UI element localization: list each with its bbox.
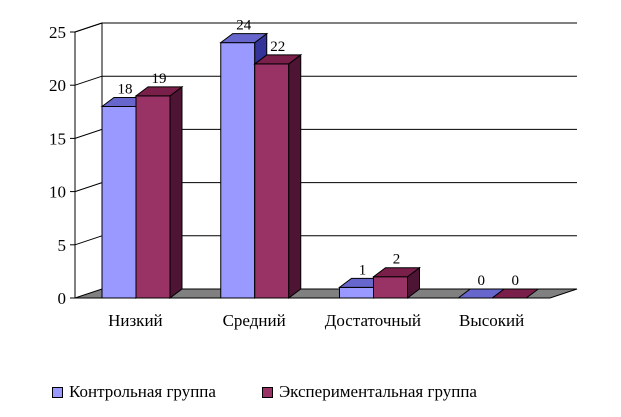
legend-swatch-experimental [261, 386, 273, 398]
bar-front [373, 276, 408, 299]
data-labels: 18 19 24 22 1 2 0 0 [118, 18, 520, 289]
x-tick-label: Достаточный [325, 311, 421, 330]
x-tick-label: Высокий [459, 311, 524, 330]
legend-item-experimental: Экспериментальная группа [261, 382, 477, 402]
data-label: 18 [118, 81, 133, 97]
bars [100, 32, 540, 299]
gridline-side [74, 182, 103, 193]
bar-front [254, 63, 290, 299]
data-label: 1 [359, 262, 367, 278]
x-tick-labels: Низкий Средний Достаточный Высокий [108, 311, 524, 330]
bar-front [101, 105, 137, 299]
bar-side [169, 85, 183, 299]
bar-top [219, 33, 269, 44]
y-tick-label: 20 [49, 76, 66, 95]
bar-front [339, 286, 374, 299]
data-label: 19 [152, 71, 167, 87]
bar-top [490, 288, 540, 299]
data-label: 0 [478, 273, 486, 289]
y-tick-label: 5 [58, 236, 67, 255]
x-tick-label: Низкий [108, 311, 163, 330]
y-tick-label: 0 [58, 289, 67, 308]
data-label: 22 [270, 39, 285, 55]
data-label: 24 [236, 18, 252, 34]
gridline-side [74, 75, 103, 86]
y-tick-label: 15 [49, 129, 66, 148]
gridline-side [74, 22, 103, 33]
bar-top [134, 86, 184, 97]
legend-label-experimental: Экспериментальная группа [278, 382, 477, 401]
data-label: 0 [512, 273, 520, 289]
y-tick-label: 10 [49, 183, 66, 202]
bar-top [253, 54, 303, 65]
legend: Контрольная группа Экспериментальная гру… [52, 382, 523, 402]
legend-label-control: Контрольная группа [69, 382, 216, 401]
bar-front [220, 42, 256, 299]
bar-top [372, 267, 421, 278]
y-axis: 0 5 10 15 20 25 [49, 23, 76, 308]
gridline-side [74, 235, 103, 246]
y-tick-label: 25 [49, 23, 66, 42]
legend-item-control: Контрольная группа [52, 382, 216, 402]
x-tick-label: Средний [223, 311, 286, 330]
bar-front [135, 95, 171, 299]
bar-side [288, 53, 302, 299]
data-label: 2 [393, 252, 401, 268]
gridline-side [74, 128, 103, 139]
legend-swatch-control [52, 386, 63, 398]
